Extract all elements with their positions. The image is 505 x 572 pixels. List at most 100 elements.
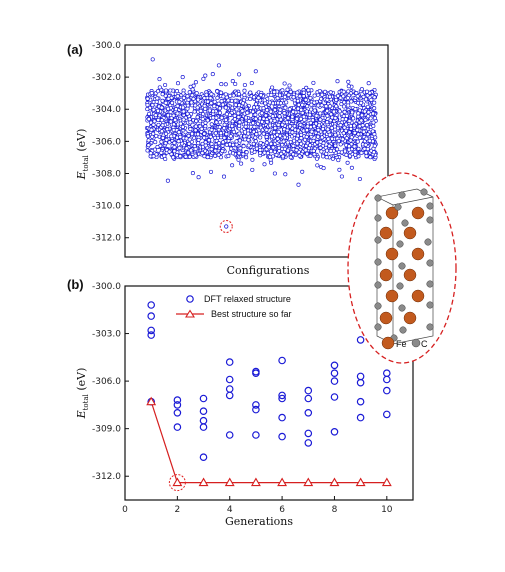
panel-a-config-point xyxy=(325,127,330,132)
panel-a-config-point xyxy=(159,139,164,144)
panel-a-config-point xyxy=(301,93,306,99)
panel-a-config-point xyxy=(195,132,200,137)
panel-a-config-point xyxy=(253,102,259,107)
panel-a-config-point xyxy=(172,140,177,145)
legend-best-marker xyxy=(185,309,195,318)
panel-a-config-point xyxy=(224,142,229,147)
panel-a-config-point xyxy=(292,138,297,143)
panel-a-config-point xyxy=(246,131,251,136)
panel-a-config-point xyxy=(239,161,244,166)
panel-a-config-point xyxy=(211,115,216,120)
panel-a-config-point xyxy=(193,128,198,133)
panel-a-config-point xyxy=(250,167,255,172)
panel-a-config-point xyxy=(193,153,198,158)
panel-a-config-point xyxy=(207,108,212,113)
panel-a-config-point xyxy=(278,107,283,112)
panel-a-config-point xyxy=(232,117,237,122)
inset-atoms xyxy=(374,188,434,342)
panel-a-config-point xyxy=(281,139,286,144)
panel-a-config-point xyxy=(209,92,214,97)
panel-a-config-point xyxy=(357,176,362,182)
panel-a-config-point xyxy=(208,96,213,101)
panel-a-global-minimum-highlight xyxy=(219,219,233,233)
panel-a-config-point xyxy=(262,150,267,155)
panel-a-config-point xyxy=(240,108,245,113)
panel-a-config-point xyxy=(304,134,309,139)
panel-a-config-point xyxy=(371,111,376,116)
panel-a-config-point xyxy=(260,119,265,124)
panel-a-config-point xyxy=(372,100,377,105)
dft-relaxed-point xyxy=(330,361,339,370)
panel-a-config-point xyxy=(177,99,182,104)
panel-a-config-point xyxy=(363,142,368,147)
panel-a-config-point xyxy=(295,98,300,103)
c-legend-label: C xyxy=(421,339,428,349)
panel-a-config-point xyxy=(218,155,223,160)
panel-a-config-point xyxy=(349,165,354,170)
panel-a-config-point xyxy=(154,99,159,104)
panel-a-config-point xyxy=(268,154,273,159)
panel-a-config-point xyxy=(237,131,242,136)
panel-a-config-point xyxy=(168,88,173,93)
panel-a-y-tick-label: -312.0 xyxy=(92,234,121,244)
panel-a-config-point xyxy=(205,155,210,160)
panel-a-config-point xyxy=(187,137,192,142)
panel-a-config-point xyxy=(313,121,319,126)
panel-a-config-point xyxy=(149,127,154,132)
panel-a-config-point xyxy=(205,99,210,104)
dft-relaxed-point xyxy=(356,336,365,344)
panel-a-config-point xyxy=(229,146,234,151)
panel-a-config-point xyxy=(233,81,238,87)
panel-a-config-point xyxy=(240,101,246,106)
panel-a-config-point xyxy=(353,106,358,112)
panel-a-config-point xyxy=(316,127,321,133)
panel-a-config-point xyxy=(315,163,320,168)
panel-a-config-point xyxy=(280,122,285,127)
panel-a-config-point xyxy=(285,116,291,121)
panel-a-config-point xyxy=(297,153,302,158)
panel-a-config-point xyxy=(295,90,300,95)
panel-a-config-point xyxy=(347,144,352,149)
panel-a-config-point xyxy=(304,85,309,90)
panel-a-config-point xyxy=(330,156,335,161)
panel-a-y-tick-label: -304.0 xyxy=(92,105,121,115)
panel-a-config-point xyxy=(264,134,269,139)
panel-a-config-point xyxy=(300,102,305,107)
panel-a-config-point xyxy=(217,125,222,130)
panel-a-config-point xyxy=(302,117,307,122)
best-structure-point xyxy=(329,477,340,487)
panel-a-config-point xyxy=(228,93,233,98)
panel-a-config-point xyxy=(282,94,287,100)
panel-a-config-point xyxy=(153,140,158,145)
fe-atom xyxy=(411,247,425,261)
panel-a-config-point xyxy=(237,120,242,125)
panel-a-config-point xyxy=(308,95,313,101)
panel-a-config-point xyxy=(362,146,367,151)
panel-a-config-point xyxy=(265,119,270,125)
panel-a-config-point xyxy=(356,111,361,116)
dft-relaxed-point xyxy=(225,391,234,400)
panel-a-config-point xyxy=(213,153,218,158)
panel-a-config-point xyxy=(348,123,353,129)
panel-a-config-point xyxy=(222,135,227,140)
panel-a-config-point xyxy=(164,137,169,142)
panel-a-config-point xyxy=(187,154,192,159)
panel-a-config-point xyxy=(253,135,258,140)
panel-a-config-point xyxy=(145,102,150,108)
panel-a-config-point xyxy=(312,152,317,157)
panel-a-config-point xyxy=(282,111,287,116)
panel-a-config-point xyxy=(149,91,154,96)
panel-a-config-point xyxy=(266,145,271,150)
dft-relaxed-point xyxy=(225,385,234,393)
panel-a-config-point xyxy=(242,93,247,98)
panel-a-config-point xyxy=(369,97,374,102)
panel-a-config-point xyxy=(203,73,208,78)
best-structure-line xyxy=(150,401,387,484)
panel-a-config-point xyxy=(145,96,150,101)
panel-a-config-point xyxy=(288,89,293,94)
panel-a-config-point xyxy=(294,148,299,153)
panel-a-config-point xyxy=(212,104,217,109)
panel-a-y-tick-label: -300.0 xyxy=(92,41,121,51)
panel-a-config-point xyxy=(344,152,349,157)
panel-a-config-point xyxy=(342,125,347,130)
